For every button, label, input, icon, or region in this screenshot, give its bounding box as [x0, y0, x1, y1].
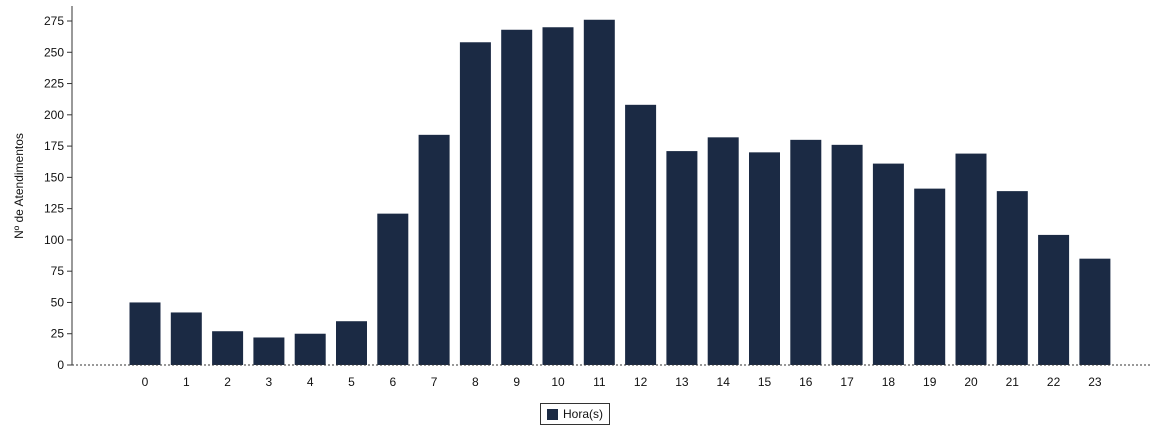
bar — [1038, 234, 1070, 365]
y-tick-label: 200 — [44, 108, 64, 122]
y-tick-label: 0 — [57, 358, 64, 372]
bar — [666, 151, 698, 365]
bar — [914, 188, 946, 365]
bar — [212, 331, 244, 365]
x-tick-label: 14 — [717, 375, 731, 389]
x-tick-label: 20 — [964, 375, 978, 389]
y-tick-label: 250 — [44, 45, 64, 59]
x-axis: 0 1 2 3 4 5 6 7 8 9 10 11 12 13 14 15 16 17 18 19 20 21 22 23 — [72, 364, 1152, 389]
x-tick-label: 7 — [431, 375, 438, 389]
x-tick-label: 1 — [183, 375, 190, 389]
x-tick-label: 11 — [593, 375, 606, 389]
x-tick-label: 19 — [923, 375, 937, 389]
x-tick-label: 21 — [1006, 375, 1020, 389]
bar — [170, 312, 202, 365]
legend: Hora(s) — [540, 403, 611, 425]
y-tick-label: 100 — [44, 233, 64, 247]
x-tick-label: 8 — [472, 375, 479, 389]
bar — [418, 134, 450, 365]
x-tick-label: 23 — [1088, 375, 1102, 389]
bar — [790, 139, 822, 365]
y-tick-label: 125 — [44, 202, 64, 216]
y-axis-label: Nº de Atendimentos — [12, 133, 26, 239]
bar — [459, 42, 491, 366]
legend-swatch — [547, 408, 558, 420]
bar — [542, 27, 574, 365]
bar — [872, 163, 904, 365]
y-tick-label: 50 — [51, 295, 65, 309]
x-tick-label: 5 — [348, 375, 355, 389]
bar — [294, 333, 326, 365]
y-tick-label: 150 — [44, 170, 64, 184]
x-tick-label: 3 — [266, 375, 273, 389]
x-tick-label: 22 — [1047, 375, 1061, 389]
bar — [749, 152, 780, 365]
y-tick-label: 175 — [44, 139, 64, 153]
x-tick-label: 2 — [224, 375, 231, 389]
bar — [831, 144, 863, 365]
x-tick-label: 12 — [634, 375, 648, 389]
x-tick-label: 18 — [882, 375, 896, 389]
legend-label: Hora(s) — [563, 407, 604, 421]
x-tick-label: 10 — [551, 375, 565, 389]
x-tick-label: 17 — [840, 375, 854, 389]
x-tick-label: 4 — [307, 375, 314, 389]
bars — [129, 19, 1111, 366]
y-tick-label: 25 — [51, 327, 65, 341]
y-tick-label: 275 — [44, 14, 64, 28]
bar — [129, 302, 161, 365]
bar — [996, 191, 1028, 365]
bar — [1079, 258, 1111, 365]
y-tick-label: 75 — [51, 264, 65, 278]
x-tick-label: 9 — [513, 375, 520, 389]
bar — [336, 321, 367, 365]
bar — [501, 29, 533, 366]
x-tick-label: 15 — [758, 375, 772, 389]
x-tick-label: 0 — [142, 375, 149, 389]
x-tick-label: 6 — [389, 375, 396, 389]
y-axis: 0 25 50 75 100 125 150 175 200 225 250 275 — [44, 6, 73, 372]
bar — [955, 153, 987, 365]
x-tick-label: 16 — [799, 375, 813, 389]
bar — [253, 337, 285, 365]
x-tick-label: 13 — [675, 375, 689, 389]
bar — [377, 213, 409, 365]
bar — [625, 104, 657, 365]
bar — [583, 19, 615, 366]
bar — [707, 137, 739, 365]
y-tick-label: 225 — [44, 77, 64, 91]
